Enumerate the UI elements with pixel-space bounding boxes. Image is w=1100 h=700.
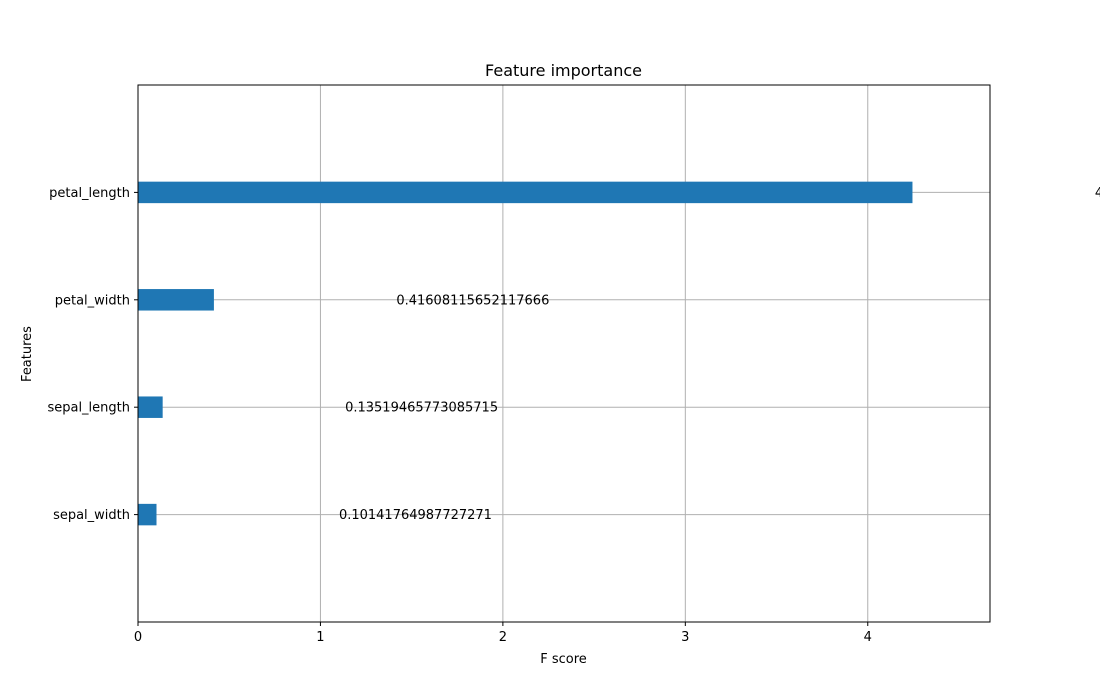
x-axis-ticks: 0 1 2 3 4 bbox=[134, 622, 872, 645]
value-label-petal_length: 4 bbox=[1095, 186, 1100, 201]
value-labels: 0.10141764987727271 0.13519465773085715 0.… bbox=[339, 186, 1100, 523]
y-tick-label-sepal_length: sepal_length bbox=[47, 401, 130, 416]
x-tick-label: 0 bbox=[134, 630, 142, 645]
bars bbox=[138, 181, 913, 526]
y-axis-label: Features bbox=[20, 326, 35, 382]
bar-sepal_width bbox=[138, 503, 157, 526]
x-tick-label: 3 bbox=[681, 630, 689, 645]
chart-title: Feature importance bbox=[485, 61, 642, 80]
y-tick-label-sepal_width: sepal_width bbox=[53, 508, 130, 523]
value-label-petal_width: 0.41608115652117666 bbox=[396, 293, 549, 308]
y-tick-label-petal_width: petal_width bbox=[55, 293, 130, 308]
bar-petal_width bbox=[138, 289, 214, 311]
plot-frame bbox=[137, 84, 991, 623]
grid-lines bbox=[137, 85, 990, 622]
bar-sepal_length bbox=[138, 396, 163, 418]
x-axis-label: F score bbox=[540, 652, 587, 667]
x-tick-label: 4 bbox=[864, 630, 872, 645]
x-tick-label: 1 bbox=[316, 630, 324, 645]
x-tick-label: 2 bbox=[499, 630, 507, 645]
value-label-sepal_width: 0.10141764987727271 bbox=[339, 508, 492, 523]
bar-petal_length bbox=[138, 181, 913, 204]
y-axis-ticks: sepal_width sepal_length petal_width petal_… bbox=[47, 186, 138, 523]
value-label-sepal_length: 0.13519465773085715 bbox=[345, 401, 498, 416]
y-tick-label-petal_length: petal_length bbox=[49, 186, 130, 201]
